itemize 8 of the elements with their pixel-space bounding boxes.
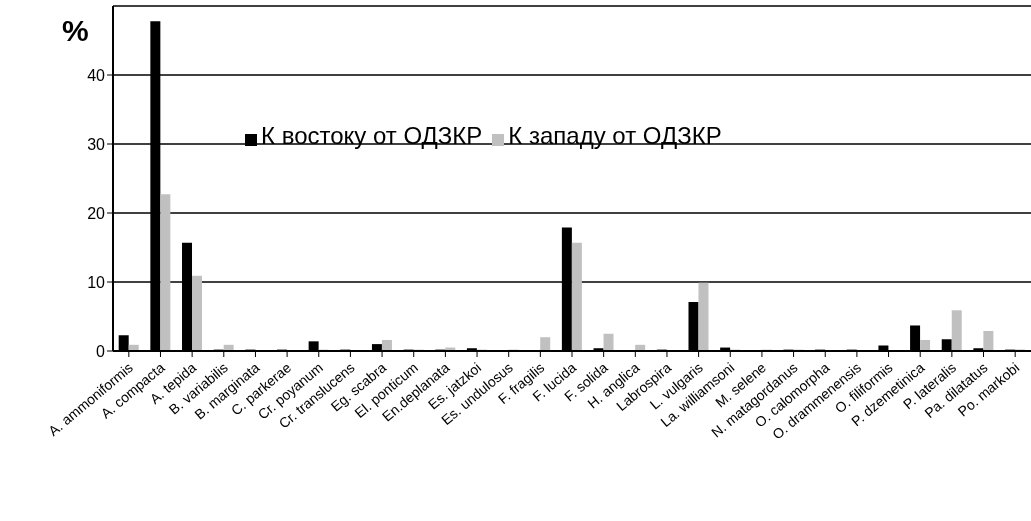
legend-label: К востоку от ОДЗКР [261, 122, 483, 149]
y-tick-label: 30 [87, 135, 106, 153]
y-tick-label: 40 [87, 66, 106, 84]
y-tick-label: 0 [96, 342, 106, 360]
y-tick-label: 20 [87, 204, 106, 222]
y-tick-label: 10 [87, 273, 106, 291]
legend-label: К западу от ОДЗКР [508, 122, 722, 149]
y-axis-title: % [62, 14, 89, 48]
